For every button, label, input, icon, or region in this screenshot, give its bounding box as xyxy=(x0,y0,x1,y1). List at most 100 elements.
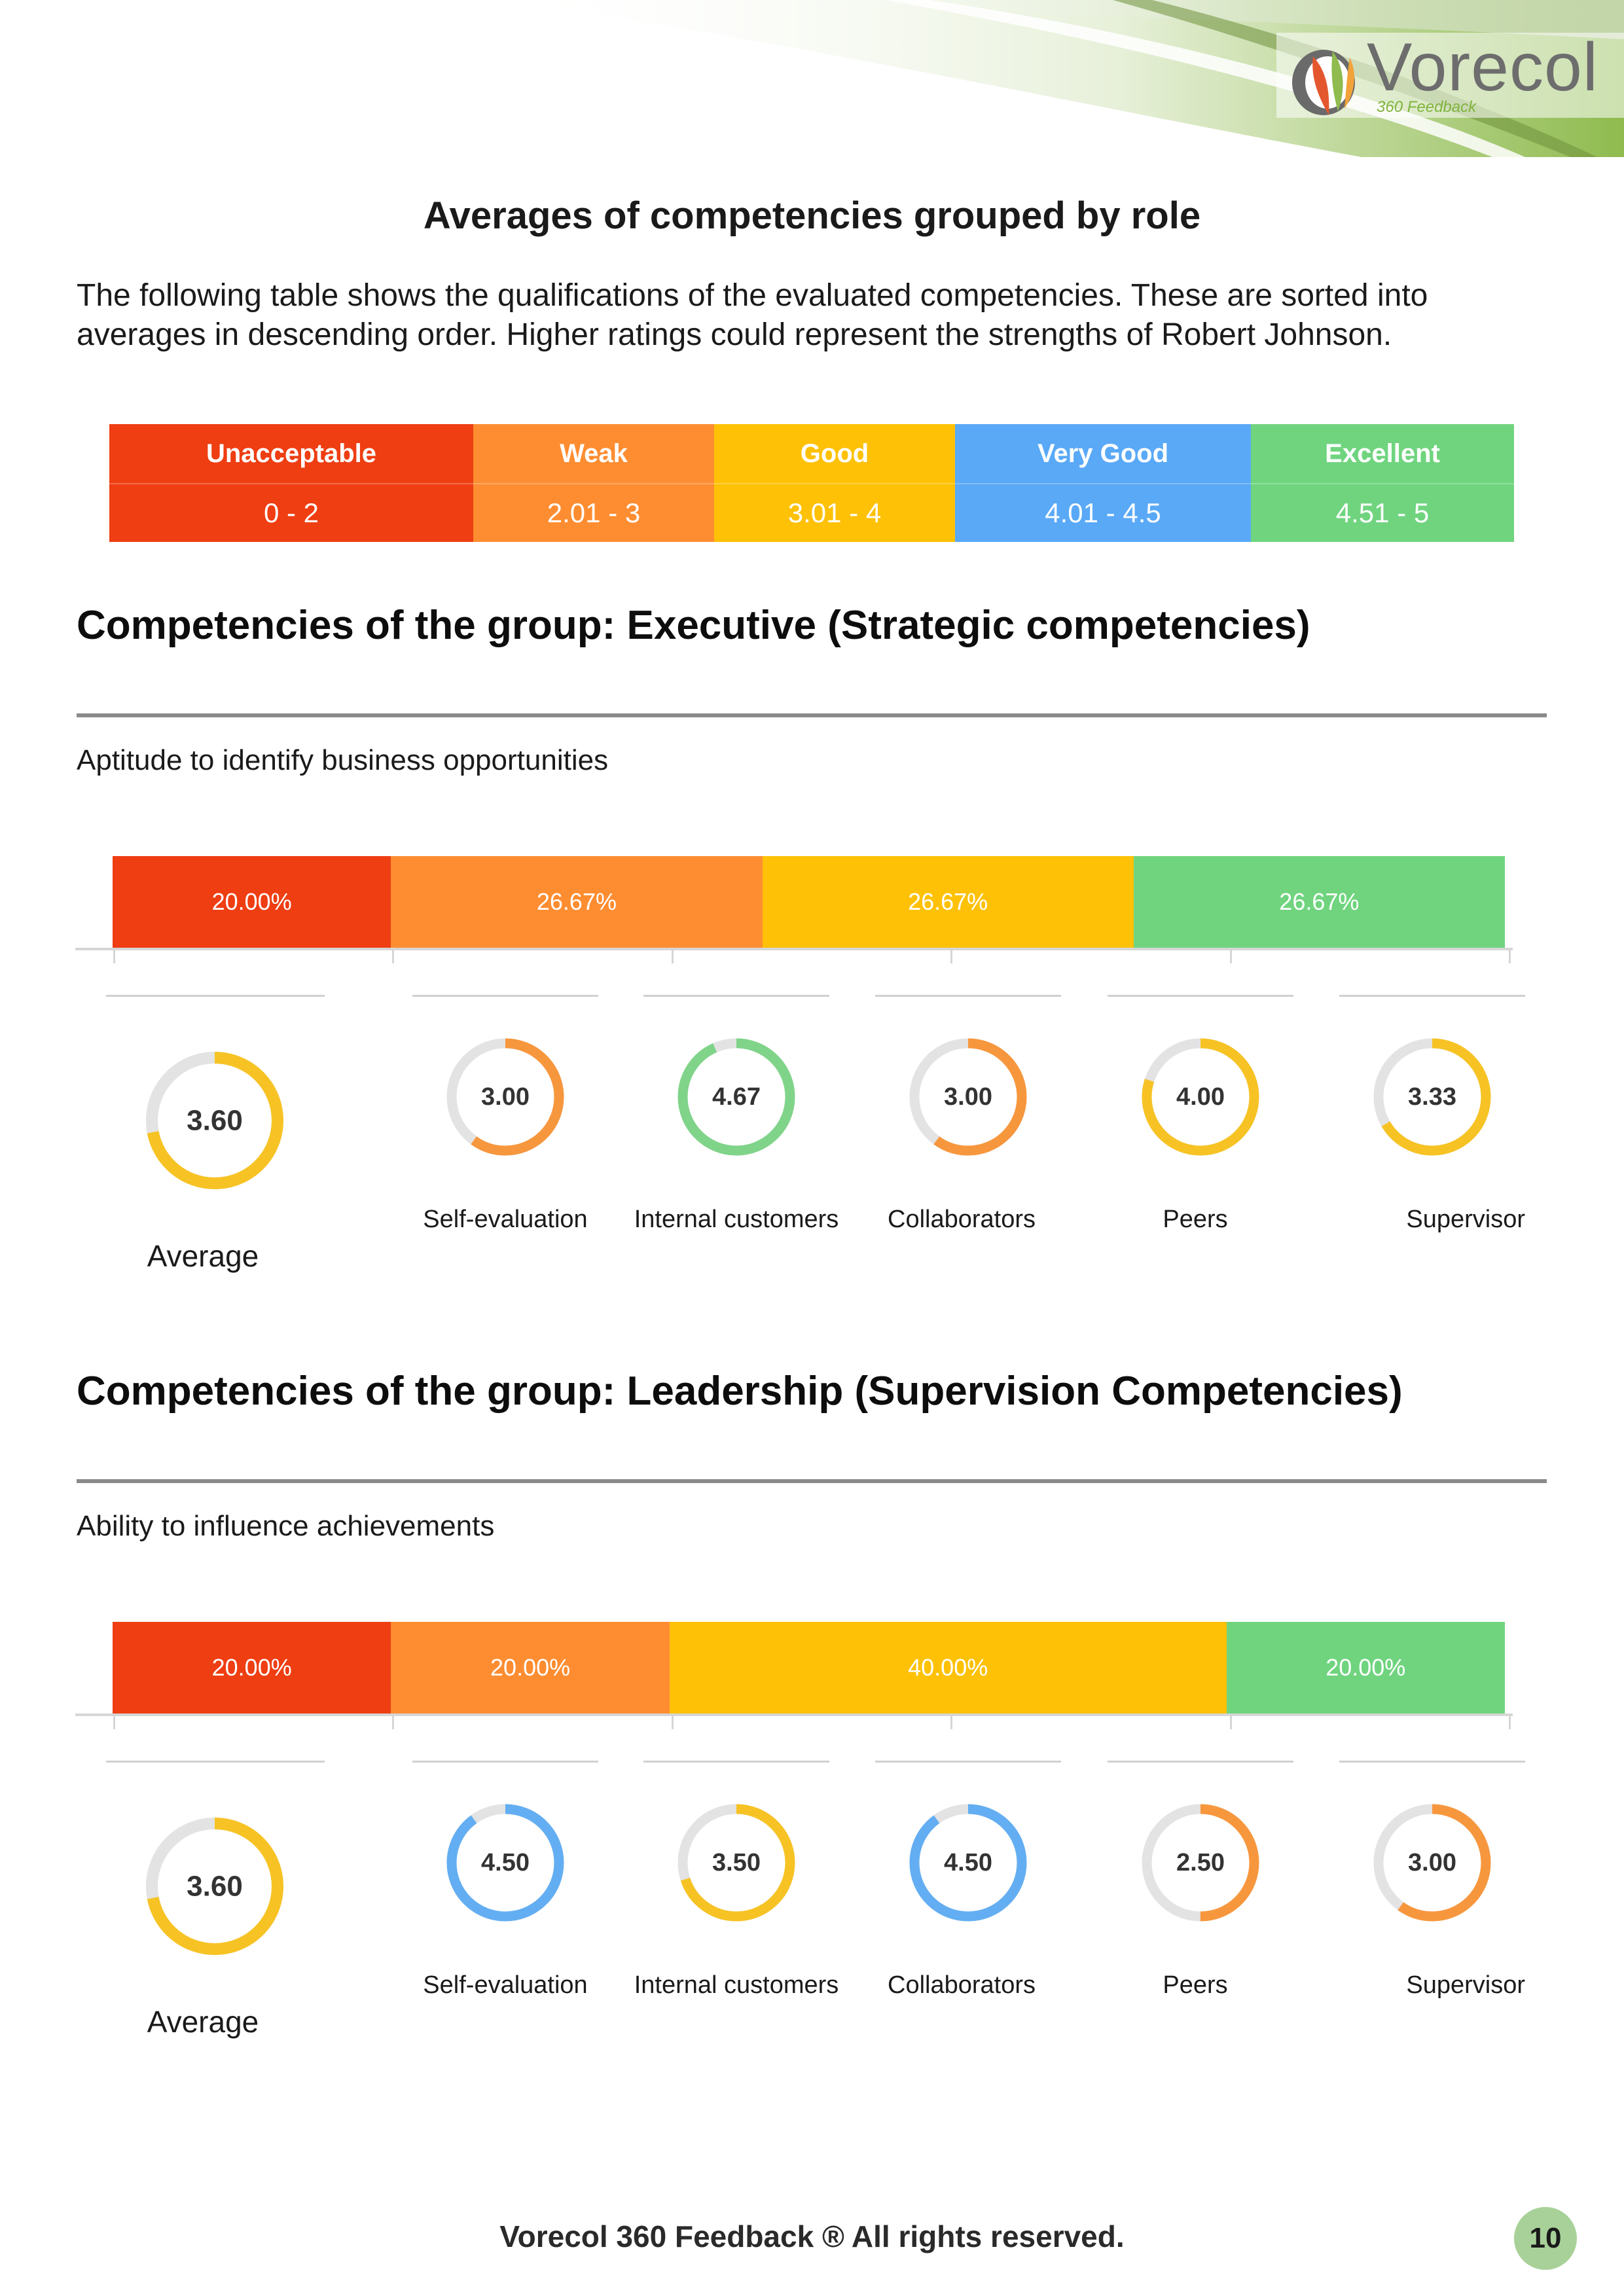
donut-value: 3.50 xyxy=(712,1849,761,1876)
distribution-segment: 20.00% xyxy=(113,1622,391,1713)
legend-col-very-good: Very Good 4.01 - 4.5 xyxy=(955,424,1251,542)
donut-value: 3.00 xyxy=(1408,1849,1456,1876)
distribution-segment: 20.00% xyxy=(391,1622,670,1713)
donut-value: 4.67 xyxy=(712,1083,761,1111)
distribution-chart: 20.00% 26.67% 26.67% 26.67% xyxy=(75,856,1515,967)
legend-label: Very Good xyxy=(955,424,1251,484)
card-divider xyxy=(412,995,598,997)
rating-source-label: Peers xyxy=(1163,1206,1228,1233)
group-title-executive: Competencies of the group: Executive (St… xyxy=(77,603,1310,648)
group-divider xyxy=(77,713,1547,717)
axis-tick xyxy=(672,1715,674,1729)
rating-source-label: Supervisor xyxy=(1406,1206,1525,1233)
donut-value: 4.50 xyxy=(944,1849,992,1876)
rating-donut: 4.67 xyxy=(677,1038,795,1156)
donut-value: 2.50 xyxy=(1176,1849,1225,1876)
distribution-segment: 40.00% xyxy=(669,1622,1227,1713)
donut-value: 3.60 xyxy=(187,1871,243,1903)
card-divider xyxy=(875,1761,1061,1763)
rating-source-label: Average xyxy=(147,2005,259,2039)
donut-value-arc xyxy=(1142,1804,1259,1922)
rating-donut: 3.00 xyxy=(446,1038,564,1156)
vorecol-logo-icon xyxy=(1292,50,1355,115)
rating-donut: 4.50 xyxy=(909,1804,1027,1922)
legend-range: 4.01 - 4.5 xyxy=(1045,497,1161,528)
legend-label: Excellent xyxy=(1251,424,1514,484)
competency-name: Ability to influence achievements xyxy=(77,1510,495,1542)
rating-source-label: Internal customers xyxy=(634,1971,839,1999)
legend-col-unacceptable: Unacceptable 0 - 2 xyxy=(109,424,473,542)
page-number-badge: 10 xyxy=(1514,2207,1577,2270)
rating-donut: 4.50 xyxy=(446,1804,564,1922)
legend-label: Weak xyxy=(473,424,714,484)
rating-scale-legend: Unacceptable 0 - 2 Weak 2.01 - 3 Good 3.… xyxy=(109,424,1514,542)
rating-source-label: Internal customers xyxy=(634,1206,839,1233)
rating-source-label: Collaborators xyxy=(888,1971,1036,1999)
legend-label: Unacceptable xyxy=(109,424,473,484)
rating-donut: 4.00 xyxy=(1142,1038,1259,1156)
distribution-axis xyxy=(75,1713,1513,1716)
legend-col-good: Good 3.01 - 4 xyxy=(714,424,955,542)
page-title: Averages of competencies grouped by role xyxy=(423,194,1201,237)
donut-value: 3.60 xyxy=(187,1105,243,1137)
axis-tick xyxy=(113,1715,115,1729)
distribution-axis xyxy=(75,948,1513,950)
donut-value-arc xyxy=(146,1052,283,1189)
legend-range: 4.51 - 5 xyxy=(1335,497,1430,528)
card-divider xyxy=(106,995,325,997)
card-divider xyxy=(1339,995,1525,997)
distribution-segment: 26.67% xyxy=(391,856,763,948)
axis-tick xyxy=(1230,949,1232,963)
rating-donut: 3.60 xyxy=(146,1818,283,1955)
card-divider xyxy=(643,995,829,997)
donut-value-arc xyxy=(446,1038,564,1156)
distribution-segment: 26.67% xyxy=(762,856,1134,948)
donut-value: 4.00 xyxy=(1176,1083,1225,1111)
rating-cards: 3.60 Average 4.50 Self-evaluation 3.50 Intern… xyxy=(0,1761,1624,2055)
donut-value: 3.33 xyxy=(1408,1083,1456,1111)
card-divider xyxy=(1108,995,1293,997)
distribution-segment: 20.00% xyxy=(1226,1622,1505,1713)
legend-col-weak: Weak 2.01 - 3 xyxy=(473,424,714,542)
group-divider xyxy=(77,1479,1547,1483)
donut-value-arc xyxy=(446,1804,564,1922)
card-divider xyxy=(643,1761,829,1763)
axis-tick xyxy=(1509,949,1511,963)
card-divider xyxy=(412,1761,598,1763)
rating-source-label: Average xyxy=(147,1239,259,1273)
rating-donut: 3.00 xyxy=(909,1038,1027,1156)
donut-value: 4.50 xyxy=(481,1849,530,1876)
legend-range: 3.01 - 4 xyxy=(787,497,882,528)
donut-value-arc xyxy=(1373,1038,1491,1156)
group-title-leadership: Competencies of the group: Leadership (S… xyxy=(77,1369,1403,1414)
legend-range: 0 - 2 xyxy=(263,497,319,528)
axis-tick xyxy=(1230,1715,1232,1729)
donut-value: 3.00 xyxy=(481,1083,530,1111)
axis-tick xyxy=(392,949,394,963)
legend-label: Good xyxy=(714,424,955,484)
distribution-chart: 20.00% 20.00% 40.00% 20.00% xyxy=(75,1622,1515,1733)
axis-tick xyxy=(1509,1715,1511,1729)
rating-cards: 3.60 Average 3.00 Self-evaluation 4.67 Intern… xyxy=(0,995,1624,1289)
legend-col-excellent: Excellent 4.51 - 5 xyxy=(1251,424,1514,542)
rating-source-label: Collaborators xyxy=(888,1206,1036,1233)
legend-range: 2.01 - 3 xyxy=(547,497,641,528)
donut-value-arc xyxy=(146,1818,283,1955)
donut-value-arc xyxy=(677,1804,795,1922)
donut-value: 3.00 xyxy=(944,1083,992,1111)
rating-donut: 3.60 xyxy=(146,1052,283,1189)
vorecol-logo-subtitle: 360 Feedback xyxy=(1377,98,1477,116)
rating-donut: 2.50 xyxy=(1142,1804,1259,1922)
card-divider xyxy=(1339,1761,1525,1763)
rating-donut: 3.33 xyxy=(1373,1038,1491,1156)
rating-source-label: Self-evaluation xyxy=(423,1971,588,1999)
donut-value-arc xyxy=(677,1038,795,1156)
card-divider xyxy=(875,995,1061,997)
distribution-bar: 20.00% 20.00% 40.00% 20.00% xyxy=(113,1622,1505,1713)
donut-value-arc xyxy=(909,1038,1027,1156)
rating-donut: 3.00 xyxy=(1373,1804,1491,1922)
rating-source-label: Supervisor xyxy=(1406,1971,1525,1999)
distribution-segment: 20.00% xyxy=(113,856,391,948)
card-divider xyxy=(106,1761,325,1763)
vorecol-logo-text: Vorecol xyxy=(1367,29,1598,105)
